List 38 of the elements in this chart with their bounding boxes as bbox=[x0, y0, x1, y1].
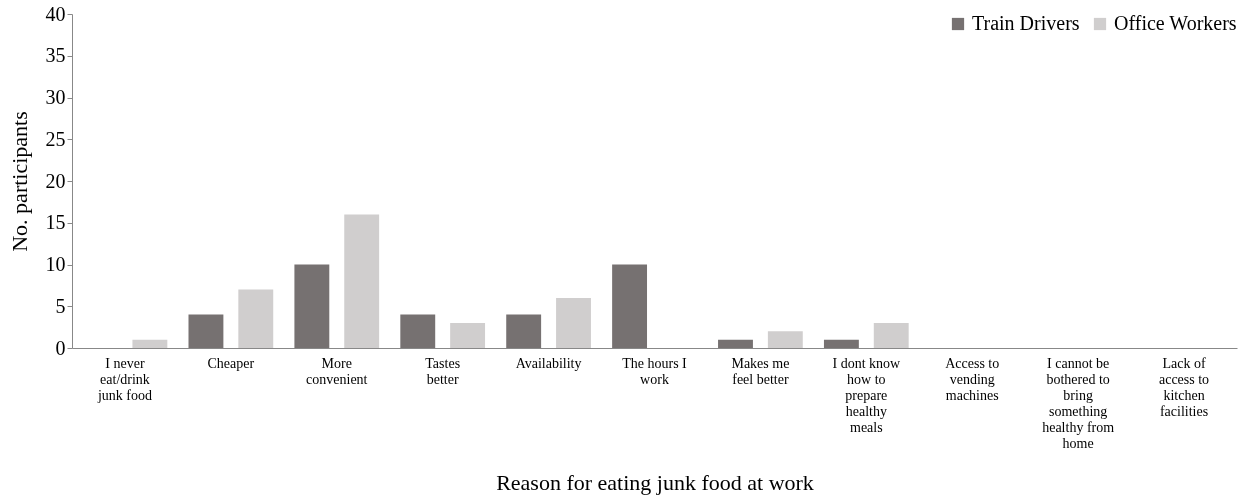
bar bbox=[294, 264, 330, 348]
bar bbox=[612, 264, 648, 348]
x-tick-label: More convenient bbox=[306, 355, 368, 387]
y-tick-label: 15 bbox=[45, 211, 66, 234]
bar bbox=[400, 314, 436, 348]
y-tick-label: 35 bbox=[45, 44, 66, 67]
bar bbox=[767, 331, 803, 348]
bar bbox=[718, 339, 753, 348]
x-tick-label: Cheaper bbox=[207, 355, 255, 371]
y-tick-label: 0 bbox=[55, 336, 66, 359]
x-tick-label: Lack of access to kitchen facilities bbox=[1158, 355, 1210, 419]
x-tick-label: Availability bbox=[515, 355, 582, 371]
bar bbox=[556, 297, 591, 348]
bar bbox=[506, 314, 542, 348]
bar bbox=[188, 314, 224, 348]
bar bbox=[344, 214, 380, 348]
x-tick-label: The hours I work bbox=[622, 355, 688, 387]
bar bbox=[132, 339, 168, 348]
y-axis-title: No. participants bbox=[6, 111, 32, 252]
y-tick-label: 40 bbox=[45, 2, 66, 25]
y-tick-label: 5 bbox=[55, 294, 66, 317]
y-tick-label: 10 bbox=[45, 253, 66, 275]
x-tick-label: I cannot be bothered to bring something healthy from home bbox=[1042, 355, 1115, 451]
y-tick-label: 25 bbox=[45, 127, 66, 150]
y-tick-label: 30 bbox=[45, 86, 66, 108]
bar bbox=[823, 339, 859, 348]
legend-label: Train Drivers bbox=[972, 12, 1080, 34]
bar bbox=[238, 289, 274, 348]
y-tick-label: 20 bbox=[45, 169, 66, 192]
bar bbox=[450, 322, 486, 348]
x-tick-label: I never eat/drink junk food bbox=[96, 355, 152, 403]
bar bbox=[873, 322, 909, 348]
x-axis-title: Reason for eating junk food at work bbox=[496, 469, 814, 495]
x-tick-label: Makes me feel better bbox=[731, 355, 790, 387]
x-tick-label: I dont know how to prepare healthy meals bbox=[832, 355, 902, 435]
legend-label: Office Workers bbox=[1114, 12, 1237, 34]
x-tick-label: Access to vending machines bbox=[945, 355, 1000, 403]
x-tick-label: Tastes better bbox=[425, 355, 461, 387]
